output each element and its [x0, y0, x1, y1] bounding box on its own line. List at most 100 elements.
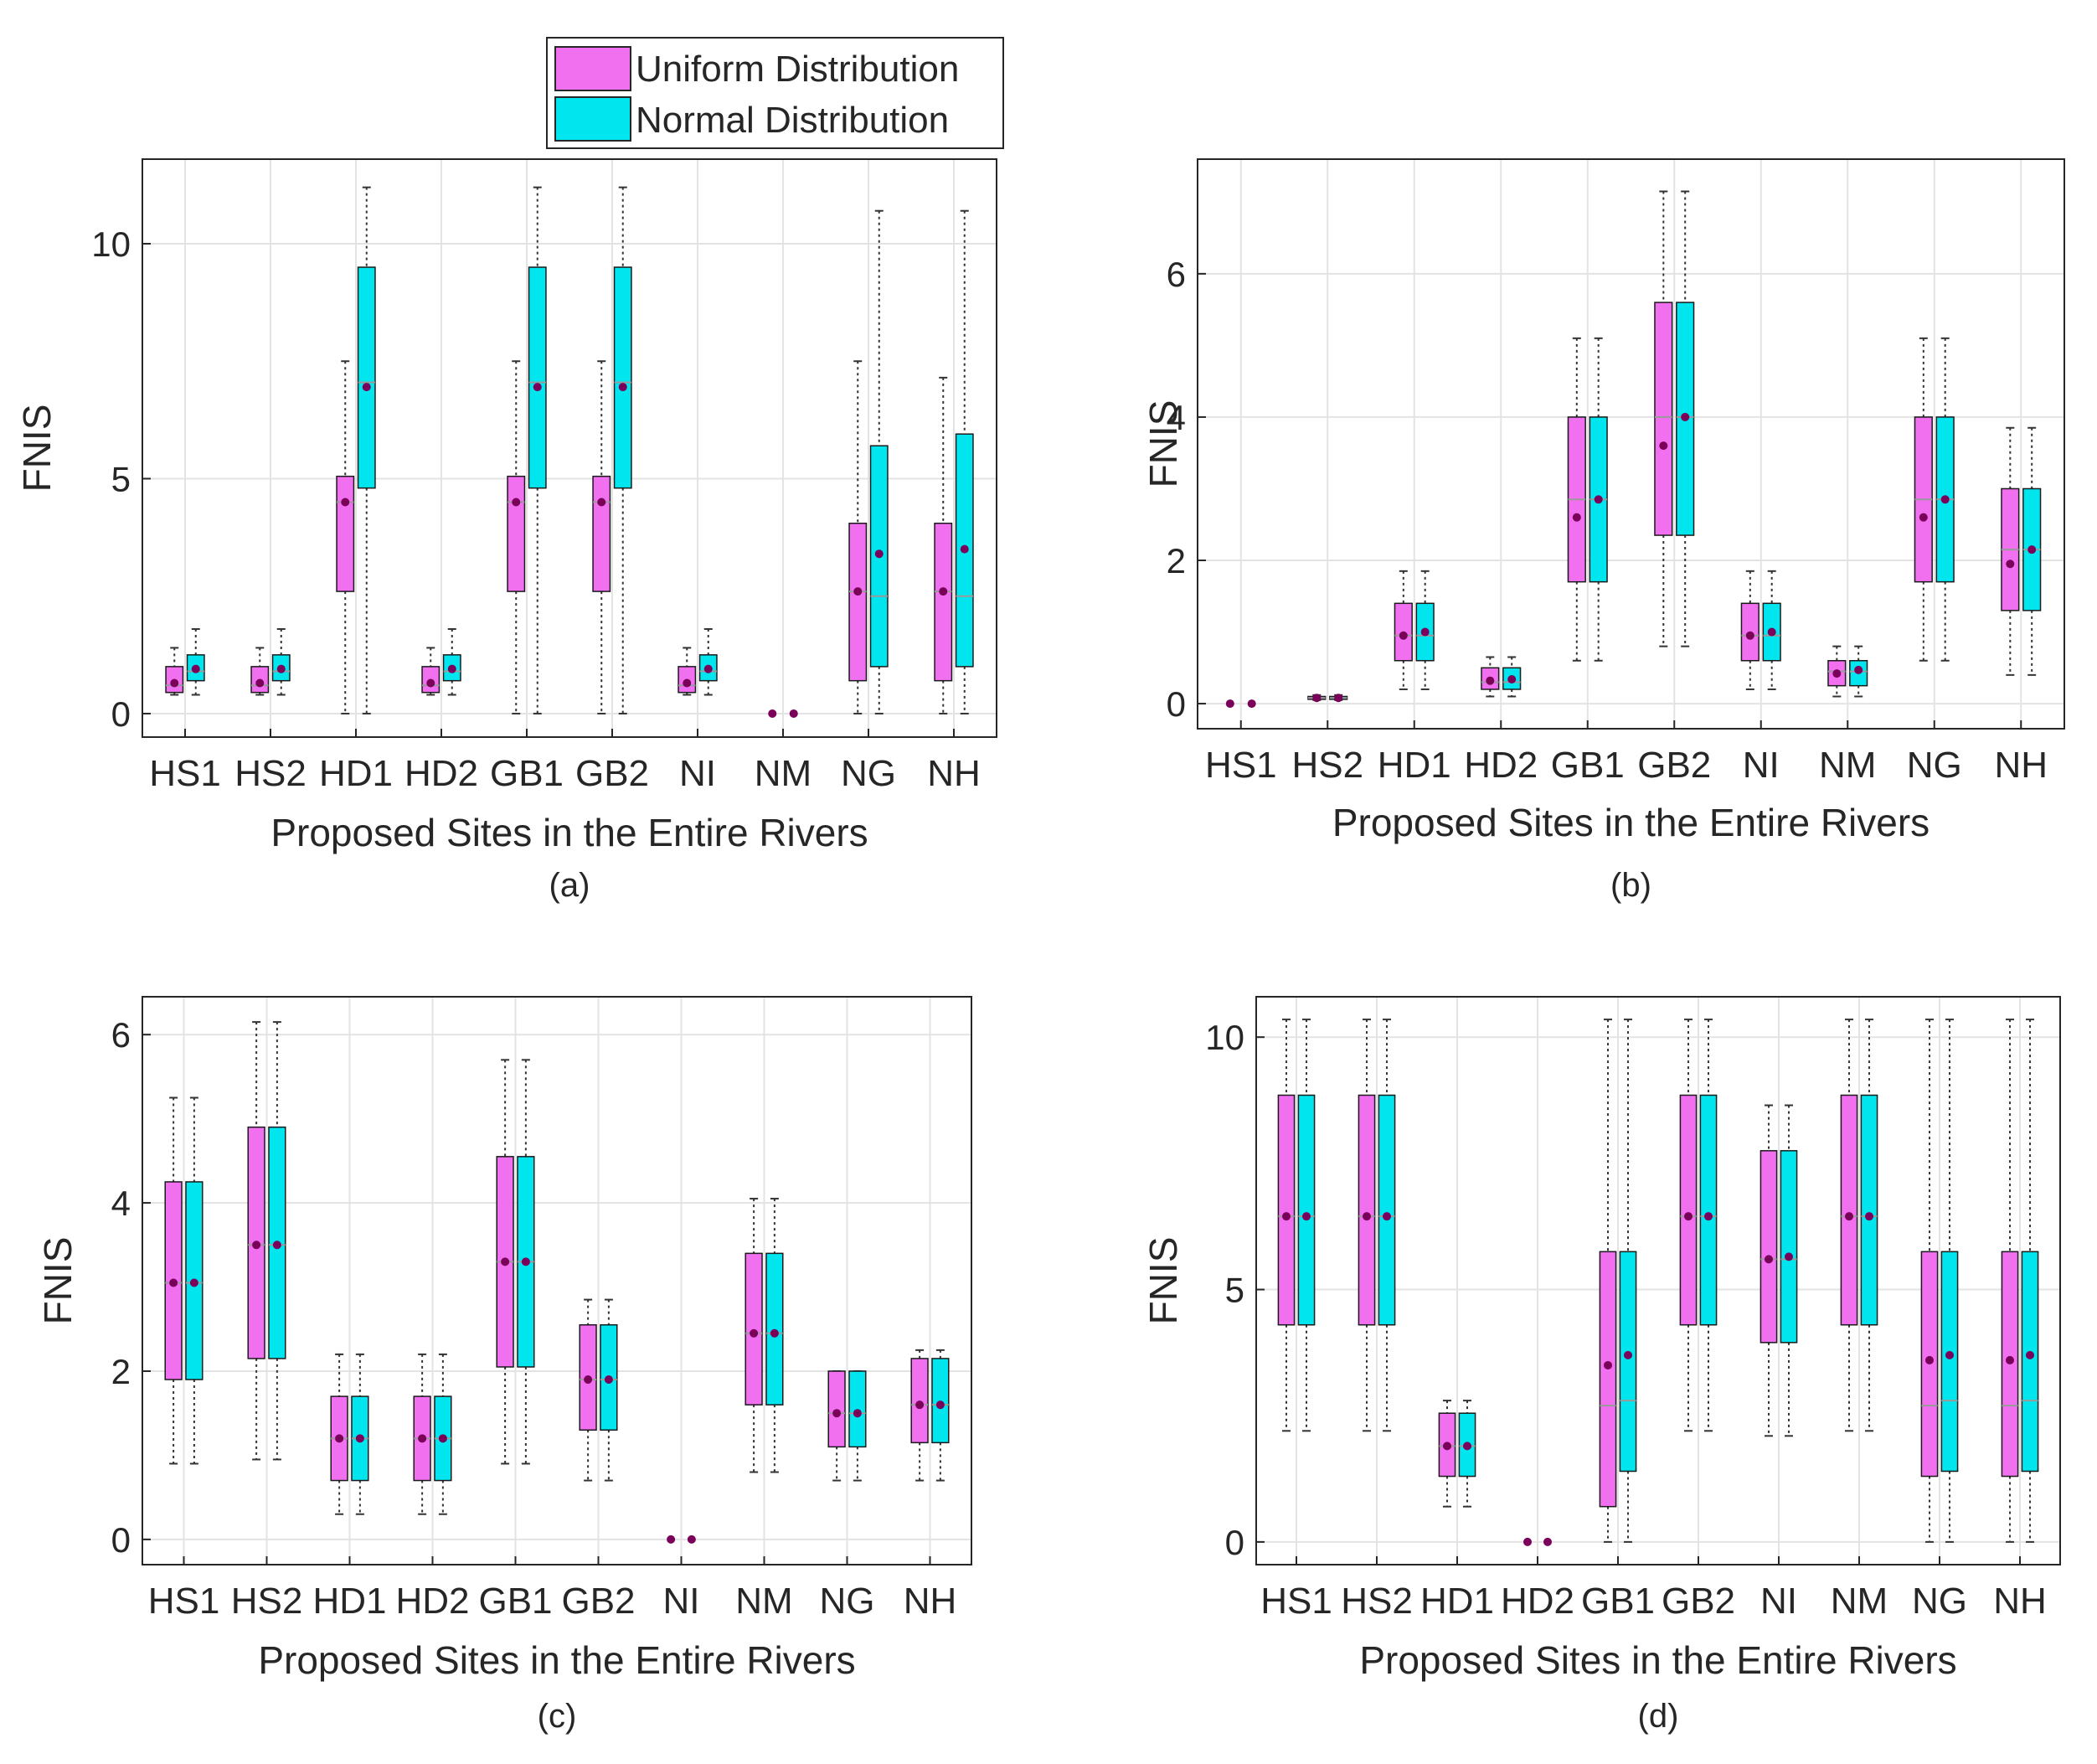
box-nh-normal: [2022, 426, 2042, 676]
mean-marker: [1704, 1212, 1713, 1221]
mean-marker: [915, 1400, 925, 1410]
box-gb1-normal: [528, 186, 547, 714]
x-tick-label: HD2: [1501, 1581, 1574, 1622]
box-hd2-normal: [442, 627, 461, 696]
mean-marker: [750, 1328, 759, 1338]
mean-marker: [1312, 694, 1322, 703]
mean-marker: [1854, 665, 1863, 674]
mean-marker: [1624, 1350, 1632, 1359]
x-tick-label: HD1: [319, 753, 393, 794]
mean-marker: [683, 678, 692, 688]
box-hd1-uniform: [1394, 570, 1413, 690]
x-tick-label: HD2: [1464, 745, 1538, 786]
box-iqr: [934, 523, 953, 682]
mean-marker: [1684, 1212, 1693, 1221]
mean-marker: [1765, 1255, 1773, 1264]
box-iqr: [1760, 1150, 1778, 1344]
mean-marker: [939, 587, 948, 596]
mean-marker: [1282, 1212, 1291, 1221]
box-iqr: [1599, 1251, 1617, 1508]
y-tick-label: 2: [111, 1352, 131, 1391]
box-nh-uniform: [2001, 426, 2020, 676]
mean-marker: [1247, 699, 1256, 709]
x-axis-title: Proposed Sites in the Entire Rivers: [270, 811, 868, 854]
box-nm-normal: [1860, 1019, 1878, 1432]
x-tick-label: GB1: [1581, 1581, 1655, 1622]
mean-marker: [618, 383, 627, 392]
mean-marker: [335, 1434, 344, 1443]
y-tick-label: 4: [111, 1184, 131, 1223]
mean-marker: [169, 1278, 178, 1287]
mean-marker: [533, 383, 542, 392]
x-tick-label: NM: [1831, 1581, 1888, 1622]
mean-marker: [1463, 1442, 1471, 1451]
x-tick-label: NM: [1819, 745, 1876, 786]
x-tick-label: HS2: [231, 1581, 303, 1622]
x-tick-label: NM: [755, 753, 811, 794]
x-tick-label: HD1: [1378, 745, 1451, 786]
box-hd2-uniform: [1481, 656, 1500, 698]
box-gb2-uniform: [1654, 190, 1673, 647]
box-nh-uniform: [2001, 1019, 2019, 1543]
chart-panel: 0 5 10 HS1 HS2 HD1 HD2 GB1 GB2 NI NM NG NH FNIS Propos…: [1141, 996, 2061, 1735]
y-tick-label: 5: [111, 459, 131, 498]
box-gb2-normal: [1699, 1019, 1718, 1432]
box-nh-normal: [2021, 1019, 2039, 1543]
y-tick-label: 2: [1167, 541, 1186, 580]
legend-label-uniform: Uniform Distribution: [636, 49, 959, 90]
mean-marker: [512, 498, 521, 507]
legend-label-normal: Normal Distribution: [636, 100, 949, 141]
box-iqr: [1297, 1094, 1316, 1326]
x-tick-label: NH: [904, 1581, 957, 1622]
y-axis-title: FNIS: [15, 405, 59, 493]
box-gb1-normal: [517, 1059, 535, 1465]
box-ni-uniform: [678, 647, 697, 696]
box-hs2-normal: [271, 627, 291, 696]
x-axis-title: Proposed Sites in the Entire Rivers: [1359, 1638, 1956, 1682]
mean-marker: [2026, 1350, 2034, 1359]
box-gb2-uniform: [1679, 1019, 1698, 1432]
mean-marker: [853, 587, 863, 596]
mean-marker: [874, 549, 884, 559]
box-iqr: [357, 266, 376, 489]
x-tick-label: HS1: [1205, 745, 1277, 786]
box-nh-uniform: [910, 1349, 929, 1482]
box-iqr: [507, 475, 526, 592]
x-tick-label: NH: [1994, 745, 2048, 786]
axes-frame: [142, 996, 972, 1565]
x-axis-title: Proposed Sites in the Entire Rivers: [258, 1638, 855, 1682]
box-ng-uniform: [1914, 337, 1933, 662]
mean-marker: [1594, 495, 1603, 504]
x-tick-label: HS1: [148, 1581, 220, 1622]
x-tick-label: GB2: [575, 753, 649, 794]
mean-marker: [189, 1278, 198, 1287]
y-tick-label: 0: [111, 1520, 131, 1560]
box-hs1-uniform: [1277, 1019, 1296, 1432]
mean-marker: [1507, 674, 1517, 683]
panel-label: (b): [1610, 867, 1651, 904]
box-hd1-uniform: [330, 1353, 348, 1515]
box-nm-uniform: [1840, 1019, 1858, 1432]
mean-marker: [1745, 631, 1754, 640]
box-iqr: [592, 475, 611, 592]
mean-marker: [501, 1257, 510, 1266]
mean-marker: [960, 544, 969, 554]
x-tick-label: NG: [1907, 745, 1962, 786]
box-nm-uniform: [1827, 645, 1847, 698]
box-hd2-normal: [1502, 656, 1522, 698]
box-gb1-uniform: [496, 1059, 514, 1465]
mean-marker: [272, 1240, 281, 1250]
box-ng-uniform: [827, 1369, 846, 1482]
x-tick-label: NI: [1743, 745, 1780, 786]
mean-marker: [426, 678, 435, 688]
box-hd2-normal: [434, 1353, 452, 1515]
x-tick-label: GB1: [478, 1581, 552, 1622]
x-tick-label: GB2: [561, 1581, 635, 1622]
mean-marker: [1940, 495, 1950, 504]
box-iqr: [1619, 1251, 1637, 1473]
box-hd1-uniform: [1438, 1400, 1456, 1508]
mean-marker: [770, 1328, 779, 1338]
x-tick-label: HD2: [395, 1581, 469, 1622]
mean-marker: [703, 664, 713, 673]
x-tick-label: HD1: [1420, 1581, 1494, 1622]
